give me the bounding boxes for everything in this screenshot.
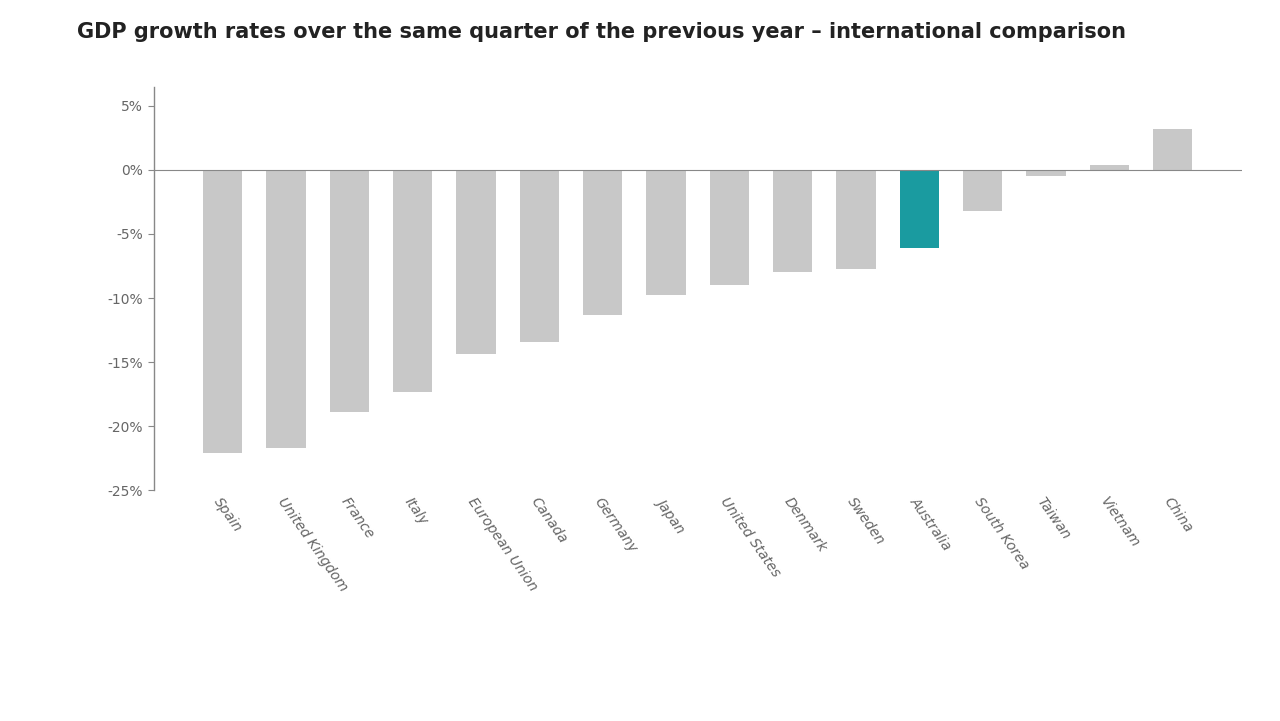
Bar [393, 170, 433, 392]
Bar [773, 170, 813, 273]
Bar [900, 170, 938, 248]
Bar [266, 170, 306, 448]
Bar [330, 170, 369, 412]
Bar [836, 170, 876, 268]
Bar [582, 170, 622, 314]
Bar [1153, 129, 1192, 170]
Bar [709, 170, 749, 286]
Bar [204, 170, 242, 453]
Bar [646, 170, 686, 296]
Text: GDP growth rates over the same quarter of the previous year – international comp: GDP growth rates over the same quarter o… [77, 22, 1126, 42]
Bar [1027, 170, 1065, 176]
Bar [457, 170, 495, 355]
Bar [1089, 164, 1129, 170]
Bar [963, 170, 1002, 211]
Bar [520, 170, 559, 342]
